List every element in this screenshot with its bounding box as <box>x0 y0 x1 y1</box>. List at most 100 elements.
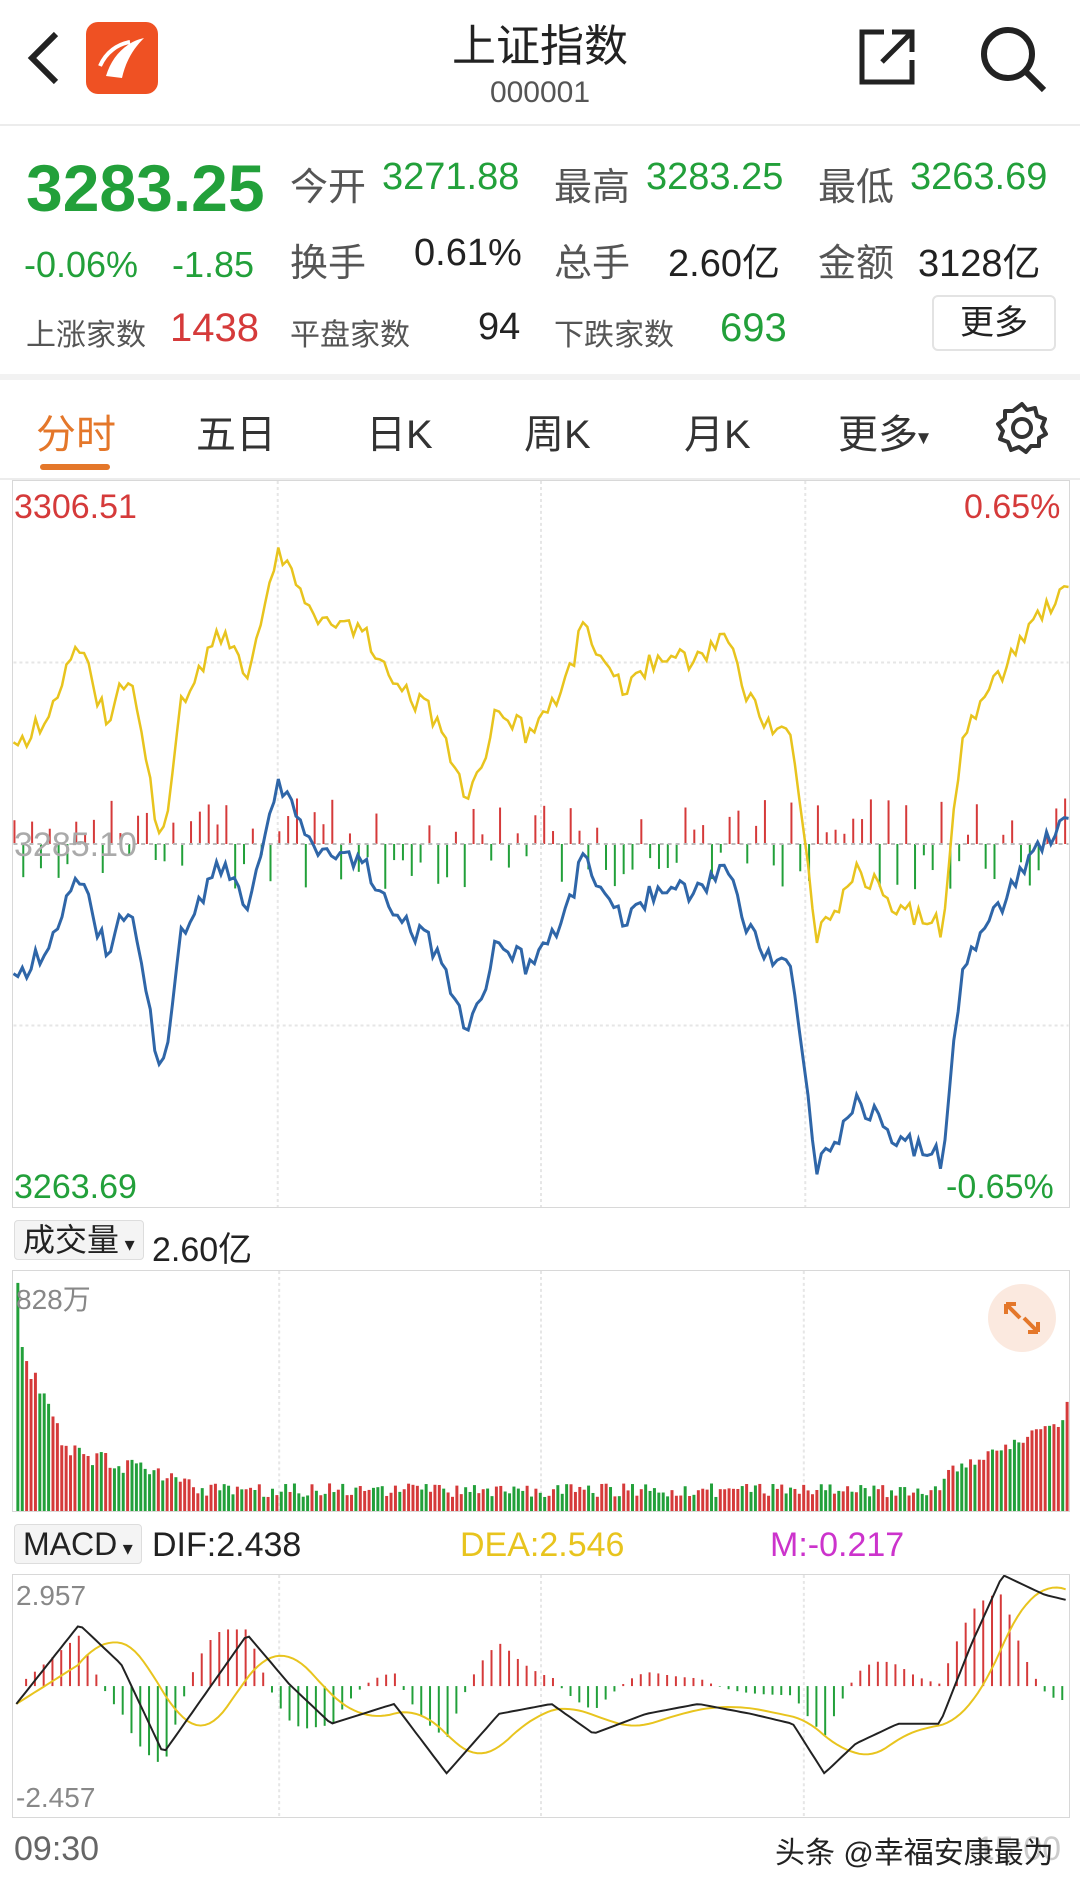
volume-bar <box>916 1488 920 1511</box>
macd-bar <box>894 1664 897 1687</box>
intraday-volume-bar <box>825 832 828 844</box>
volume-bar <box>1012 1439 1016 1511</box>
intraday-volume-bar <box>13 820 16 844</box>
intraday-volume-bar <box>657 844 660 869</box>
macd-bar <box>595 1686 598 1708</box>
back-button[interactable] <box>22 28 66 88</box>
volume-bar <box>235 1486 239 1511</box>
macd-bar <box>780 1686 783 1695</box>
macd-histogram <box>25 1594 1064 1762</box>
intraday-volume-bar <box>101 844 104 873</box>
share-button[interactable] <box>856 26 918 88</box>
volume-bar <box>433 1484 437 1511</box>
volume-bar <box>16 1282 20 1511</box>
volume-bar <box>464 1487 468 1511</box>
volume-bar <box>165 1478 169 1511</box>
tab-five-day[interactable]: 五日 <box>196 413 276 457</box>
header-divider <box>0 124 1080 126</box>
settings-button[interactable] <box>994 400 1050 456</box>
macd-bar <box>955 1641 958 1687</box>
current-price: 3283.25 <box>26 151 265 225</box>
volume-bar <box>960 1463 964 1511</box>
volume-bar <box>876 1489 880 1511</box>
volume-indicator-select[interactable]: 成交量 ▾ <box>14 1220 144 1260</box>
low-label: 最低 <box>818 167 895 209</box>
intraday-volume-bar <box>896 844 899 885</box>
intraday-volume-bar <box>587 844 590 870</box>
tab-more-label: 更多 <box>838 413 918 457</box>
intraday-volume-bar <box>843 833 846 844</box>
volume-bar <box>200 1488 204 1511</box>
macd-chart[interactable] <box>12 1574 1070 1818</box>
macd-bar <box>148 1686 151 1756</box>
tab-intraday[interactable]: 分时 <box>36 413 116 457</box>
macd-bar <box>947 1663 950 1687</box>
volume-bar <box>780 1484 784 1511</box>
volume-bar <box>705 1489 709 1511</box>
intraday-volume-bar <box>525 844 528 857</box>
volume-bar <box>1017 1442 1021 1511</box>
intraday-volume-bar <box>702 825 705 844</box>
volume-bar <box>437 1484 441 1511</box>
intraday-volume-bar <box>516 833 519 844</box>
intraday-volume-bar <box>39 844 42 869</box>
volume-bar <box>863 1488 867 1511</box>
volume-bar <box>644 1484 648 1511</box>
volume-bar <box>91 1465 94 1511</box>
intraday-volume-bar <box>861 819 864 844</box>
volume-bar <box>494 1486 498 1511</box>
change-value: -1.85 <box>172 244 255 285</box>
volume-bar <box>86 1455 90 1511</box>
flat-count-label: 平盘家数 <box>290 319 410 352</box>
volume-bar <box>191 1487 195 1511</box>
chart-top-pct: 0.65% <box>964 488 1061 526</box>
volume-bar <box>881 1485 885 1511</box>
tab-daily-k[interactable]: 日K <box>366 413 433 457</box>
volume-bar <box>209 1484 213 1511</box>
volume-bar <box>999 1450 1003 1511</box>
more-quote-button[interactable]: 更多 <box>932 295 1056 351</box>
volume-bar <box>33 1372 37 1511</box>
macd-bar <box>464 1686 467 1693</box>
tab-more[interactable]: 更多▾ <box>838 402 929 460</box>
volume-bar <box>815 1490 819 1511</box>
volume-bar <box>582 1489 586 1511</box>
tab-monthly-k[interactable]: 月K <box>684 413 751 457</box>
macd-bar <box>235 1629 238 1687</box>
macd-bar <box>455 1686 458 1714</box>
volume-bar <box>345 1495 349 1511</box>
macd-bar <box>1034 1678 1037 1687</box>
volume-bar <box>420 1489 424 1511</box>
macd-bar <box>218 1632 221 1687</box>
macd-bar <box>332 1686 335 1723</box>
volume-bar <box>398 1491 402 1511</box>
macd-bar <box>174 1686 177 1725</box>
intraday-volume-bar <box>816 805 819 844</box>
macd-bar <box>288 1686 291 1721</box>
volume-bar <box>108 1467 112 1511</box>
intraday-chart[interactable] <box>12 480 1070 1208</box>
tabs-divider <box>0 478 1080 480</box>
intraday-volume-bar <box>22 844 25 878</box>
volume-bar <box>25 1361 29 1511</box>
volume-bar <box>99 1452 103 1511</box>
intraday-volume-bar <box>172 822 175 844</box>
intraday-volume-bar <box>463 844 466 888</box>
low-value: 3263.69 <box>910 156 1048 198</box>
volume-bar <box>828 1484 832 1511</box>
macd-bar <box>587 1686 590 1708</box>
search-button[interactable] <box>976 22 1050 96</box>
macd-bar <box>622 1684 625 1687</box>
volume-bar <box>565 1484 569 1511</box>
chart-mid-price: 3285.10 <box>14 826 137 864</box>
volume-bar <box>297 1493 301 1511</box>
macd-indicator-select[interactable]: MACD ▾ <box>14 1524 142 1564</box>
expand-chart-button[interactable] <box>988 1284 1056 1352</box>
macd-bar <box>613 1686 616 1692</box>
intraday-volume-bar <box>834 829 837 844</box>
volume-chart[interactable] <box>12 1270 1070 1512</box>
macd-bar <box>631 1678 633 1687</box>
tab-weekly-k[interactable]: 周K <box>524 413 591 457</box>
volume-bar <box>718 1489 722 1511</box>
intraday-volume-bar <box>287 816 290 844</box>
